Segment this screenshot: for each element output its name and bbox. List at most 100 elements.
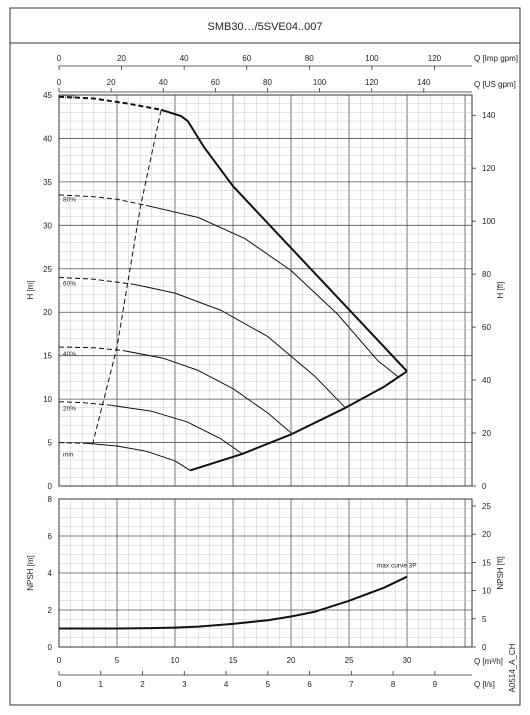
top-imp-tick-label: 100 (365, 54, 379, 63)
npsh-right-tick-label: 25 (482, 502, 491, 511)
npsh-annotation: max curve 3P (377, 562, 417, 569)
head-right-tick-label: 20 (482, 429, 491, 438)
npsh-left-tick-label: 6 (48, 532, 53, 541)
head-left-tick-label: 35 (43, 178, 52, 187)
curve-min-flow-boundary (189, 370, 408, 472)
bottom-ls-tick-label: 5 (266, 680, 271, 689)
performance-curves: max 80% 60% 40% 20% min max curve 3P (58, 94, 417, 630)
top-imp-tick-label: 60 (242, 54, 251, 63)
head-left-tick-label: 10 (43, 395, 52, 404)
npsh-plot-frame (58, 498, 473, 648)
head-left-tick-label: 20 (43, 308, 52, 317)
curve-min (87, 442, 191, 471)
document-code: A0514_A_CH (508, 643, 517, 692)
head-left-tick-label: 25 (43, 265, 52, 274)
head-left-tick-label: 5 (48, 439, 53, 448)
head-right-axis-label: H [ft] (496, 282, 505, 299)
bottom-axis-m3h-label: Q [m³/h] (474, 657, 503, 666)
bottom-ls-tick-label: 0 (57, 680, 62, 689)
bottom-m3h-tick-label: 30 (403, 656, 412, 665)
bottom-ls-tick-label: 6 (307, 680, 312, 689)
curve-label: max (63, 94, 76, 101)
top-imp-tick-label: 120 (428, 54, 442, 63)
bottom-ls-tick-label: 2 (140, 680, 145, 689)
top-us-tick-label: 0 (57, 78, 62, 87)
curve-40pct (58, 346, 123, 351)
npsh-right-tick-label: 0 (482, 643, 487, 652)
head-right-tick-label: 0 (482, 482, 487, 491)
head-left-tick-label: 0 (48, 482, 53, 491)
head-right-tick-label: 120 (482, 164, 496, 173)
npsh-left-tick-label: 0 (48, 643, 53, 652)
bottom-m3h-tick-label: 20 (287, 656, 296, 665)
npsh-left-tick-label: 8 (48, 495, 53, 504)
top-us-tick-label: 80 (263, 78, 272, 87)
curve-label: 20% (63, 406, 76, 413)
head-right-tick-label: 40 (482, 376, 491, 385)
top-us-tick-label: 20 (107, 78, 116, 87)
chart-title: SMB30…/5SVE04..007 (208, 21, 323, 33)
bottom-ls-tick-label: 3 (182, 680, 187, 689)
top-us-tick-label: 120 (365, 78, 379, 87)
bottom-ls-tick-label: 8 (391, 680, 396, 689)
curve-max (58, 95, 162, 111)
npsh-right-tick-label: 15 (482, 558, 491, 567)
curve-max (160, 108, 408, 372)
curve-label: 60% (63, 281, 76, 288)
npsh-right-axis-label: NPSH [ft] (496, 556, 505, 589)
head-plot-frame (58, 94, 473, 487)
head-grid (58, 94, 472, 487)
curve-80pct (145, 204, 400, 378)
curve-limit-dashed (92, 109, 162, 445)
bottom-ls-tick-label: 4 (224, 680, 229, 689)
head-left-tick-label: 45 (43, 91, 52, 100)
bottom-m3h-tick-label: 5 (115, 656, 120, 665)
top-us-tick-label: 140 (417, 78, 431, 87)
bottom-m3h-tick-label: 10 (171, 656, 180, 665)
npsh-grid (58, 498, 472, 648)
head-left-tick-label: 15 (43, 352, 52, 361)
curve-label: 80% (63, 196, 76, 203)
bottom-ls-tick-label: 1 (99, 680, 104, 689)
npsh-right-tick-label: 5 (482, 615, 487, 624)
head-left-axis-label: H [m] (26, 280, 35, 299)
npsh-left-tick-label: 2 (48, 606, 53, 615)
top-us-tick-label: 60 (211, 78, 220, 87)
npsh-left-axis-label: NPSH [m] (26, 555, 35, 591)
top-axis-us-label: Q [US gpm] (474, 80, 516, 89)
top-us-tick-label: 100 (313, 78, 327, 87)
bottom-ls-tick-label: 9 (433, 680, 438, 689)
curve-label: min (63, 452, 74, 459)
top-imp-tick-label: 40 (180, 54, 189, 63)
npsh-curve (59, 575, 408, 630)
npsh-right-tick-label: 10 (482, 587, 491, 596)
curve-60pct (134, 283, 346, 409)
top-us-tick-label: 40 (159, 78, 168, 87)
npsh-left-tick-label: 4 (48, 569, 53, 578)
top-axis-imp-label: Q [Imp gpm] (474, 54, 518, 63)
curve-label: 40% (63, 351, 76, 358)
bottom-m3h-tick-label: 25 (345, 656, 354, 665)
top-imp-tick-label: 80 (305, 54, 314, 63)
head-left-tick-label: 40 (43, 134, 52, 143)
head-right-tick-label: 80 (482, 270, 491, 279)
head-right-tick-label: 60 (482, 323, 491, 332)
head-left-tick-label: 30 (43, 221, 52, 230)
curve-20pct (58, 401, 112, 406)
top-imp-tick-label: 20 (117, 54, 126, 63)
bottom-ls-tick-label: 7 (349, 680, 354, 689)
curve-40pct (122, 350, 293, 435)
curve-20pct (111, 404, 243, 455)
curve-min (58, 442, 89, 444)
bottom-axis-ls-label: Q [l/s] (474, 680, 495, 689)
outer-frame (9, 7, 521, 706)
bottom-m3h-tick-label: 15 (229, 656, 238, 665)
curve-80pct (58, 194, 147, 206)
top-imp-tick-label: 0 (57, 54, 62, 63)
head-right-tick-label: 100 (482, 217, 496, 226)
curve-60pct (58, 277, 135, 285)
npsh-right-tick-label: 20 (482, 530, 491, 539)
head-right-tick-label: 140 (482, 111, 496, 120)
